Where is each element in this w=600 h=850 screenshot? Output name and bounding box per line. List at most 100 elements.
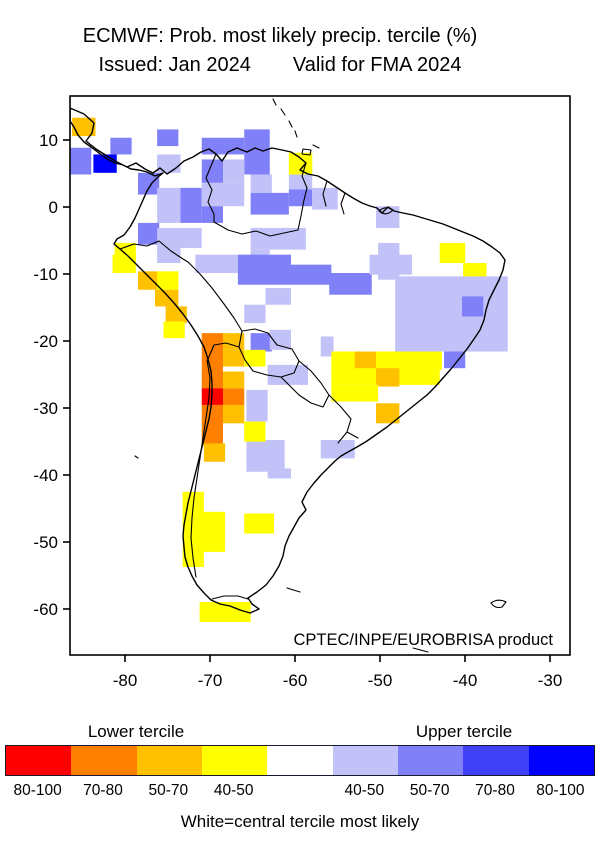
legend-range-label: 40-50 [344, 782, 385, 799]
legend-range-label: 70-80 [83, 782, 123, 799]
y-tick-label: 10 [39, 131, 58, 150]
grid-cell [395, 276, 508, 352]
legend-swatch [71, 746, 137, 775]
grid-cell [182, 491, 204, 567]
grid-cell [329, 273, 372, 295]
grid-cell [223, 371, 245, 389]
legend-swatch [528, 746, 594, 775]
y-tick-label: -10 [33, 265, 58, 284]
legend-swatch [463, 746, 529, 775]
grid-cell [180, 206, 202, 223]
lower-tercile-label: Lower tercile [87, 722, 185, 741]
grid-cell [250, 333, 272, 352]
x-tick-label: -80 [113, 671, 138, 690]
x-tick-label: -70 [198, 671, 223, 690]
south-america-coastline [70, 107, 506, 614]
isla-de-los-estados [286, 587, 301, 593]
grid-cell [201, 206, 223, 223]
grid-cell [376, 403, 400, 424]
grid-cell [201, 333, 223, 389]
grid-cell [165, 306, 187, 324]
grid-cell [320, 336, 334, 357]
border-brazil-north [213, 199, 305, 237]
grid-cell [138, 222, 160, 245]
pacific-islet [134, 455, 139, 459]
border-colombia-ecuador [119, 240, 189, 263]
x-tick-label: -30 [538, 671, 563, 690]
legend-range-label: 50-70 [409, 782, 450, 799]
y-tick-label: -30 [33, 399, 58, 418]
grid-cell [157, 129, 179, 147]
grid-cell [180, 187, 202, 208]
strait-of-magellan [211, 595, 249, 600]
grid-cell [201, 404, 223, 446]
grid-cell [250, 192, 289, 215]
valid-label: Valid for FMA 2024 [292, 54, 462, 76]
grid-cell [201, 137, 245, 155]
grid-cell [201, 182, 245, 207]
grid-cell [267, 468, 291, 479]
grid-cell [378, 242, 400, 280]
border-guyana-suriname [322, 180, 328, 207]
grid-cell [250, 227, 306, 250]
border-peru-brazil [187, 261, 243, 332]
legend-range-label: 40-50 [213, 782, 254, 799]
grid-cell [376, 368, 400, 387]
legend-range-label: 50-70 [148, 782, 189, 799]
legend-note: White=central tercile most likely [180, 812, 420, 831]
border-venezuela-guyana [301, 162, 308, 201]
legend-swatch [332, 746, 398, 775]
grid-cell [157, 227, 181, 263]
country-borders [119, 153, 359, 600]
falkland-islands [490, 599, 507, 609]
grid-cell [110, 137, 132, 155]
border-colombia-venezuela [205, 153, 217, 223]
y-tick-label: -60 [33, 600, 58, 619]
grid-cell [269, 329, 291, 350]
grid-cell [138, 172, 160, 195]
marajo-island [378, 207, 394, 215]
grid-cell [203, 443, 226, 462]
legend-swatch [201, 746, 268, 775]
grid-cell [244, 304, 266, 324]
grid-cell [72, 117, 96, 137]
border-paraguay [280, 360, 330, 408]
grid-cell [288, 152, 313, 175]
grid-cell [246, 440, 285, 472]
credit-text: CPTEC/INPE/EUROBRISA product [294, 631, 554, 649]
x-tick-label: -50 [368, 671, 393, 690]
legend-colorbar [5, 745, 595, 776]
grid-cell [157, 206, 181, 223]
issued-label: Issued: Jan 2024 [98, 54, 251, 76]
y-tick-label: -20 [33, 332, 58, 351]
coastline-layer [70, 98, 507, 653]
grid-cell [244, 421, 266, 442]
chart-title: ECMWF: Prob. most likely precip. tercile… [82, 25, 478, 47]
map-svg: -80 -70 -60 -50 -40 -30100-10-20-30-40-50-60 … [33, 95, 571, 690]
grid-cell [444, 351, 466, 369]
legend-range-label: 70-80 [475, 782, 515, 799]
grid-cell [138, 271, 160, 290]
legend-swatch [397, 746, 464, 775]
grid-cell [354, 351, 376, 370]
chart-subtitle: Issued: Jan 2024 Valid for FMA 2024 [0, 51, 560, 80]
grid-cell [70, 147, 92, 175]
border-bolivia-chile [207, 342, 240, 360]
grid-cell [201, 511, 226, 552]
border-suriname-frguiana [340, 192, 346, 215]
border-argentina-brazil-uruguay [328, 394, 359, 444]
trinidad-island [301, 144, 320, 156]
probability-cells-layer [70, 117, 508, 623]
grid-cell [331, 351, 442, 370]
grid-cell [199, 602, 251, 623]
y-tick-label: -40 [33, 466, 58, 485]
grid-cell [112, 254, 136, 274]
grid-cell [288, 174, 313, 192]
grid-cell [157, 271, 179, 290]
legend-range-label: 80-100 [13, 782, 62, 799]
grid-cell [163, 321, 185, 339]
grid-cell [244, 349, 266, 367]
legend-range-label: 80-100 [536, 782, 585, 799]
grid-cell [250, 174, 272, 193]
